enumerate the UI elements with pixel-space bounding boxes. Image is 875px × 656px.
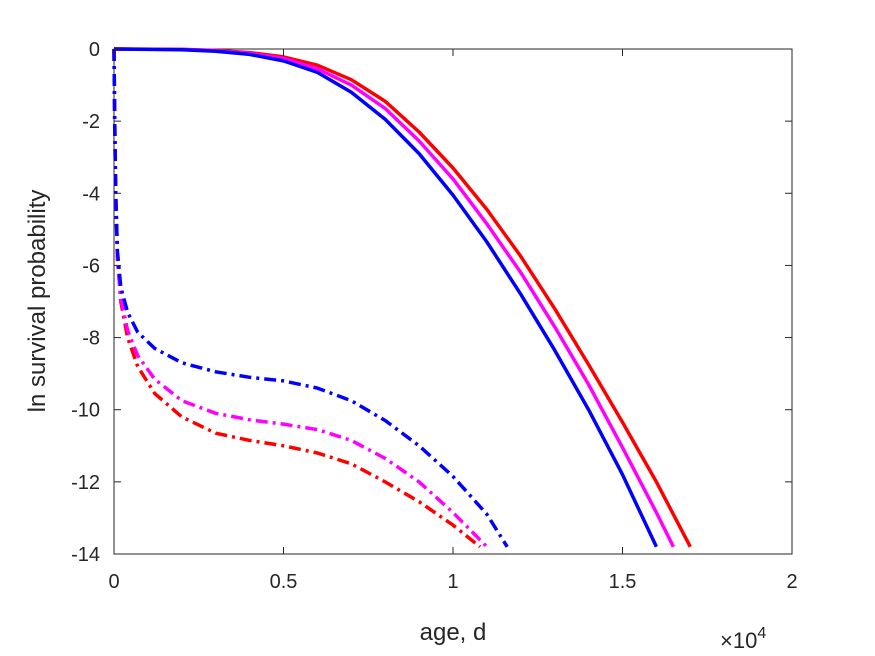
y-axis-label: ln survival probability — [24, 190, 51, 413]
series-line-4-dashdot — [112, 48, 482, 549]
x-multiplier-exponent: 4 — [757, 625, 766, 642]
x-axis-label: age, d — [420, 619, 487, 646]
y-tick-label: -12 — [71, 472, 100, 494]
y-tick-label: -8 — [82, 328, 100, 350]
plot-area — [113, 48, 793, 555]
x-multiplier-label: ×104 — [720, 625, 766, 653]
x-multiplier-base: ×10 — [720, 628, 757, 653]
y-tick-label: -10 — [71, 400, 100, 422]
series-line-3-solid — [113, 47, 658, 548]
tick-layer: 0 0.5 1 1.5 2 0 -2 -4 -6 -8 -10 -12 -14 — [71, 39, 797, 593]
y-tick-label: 0 — [89, 39, 100, 61]
x-tick-label: 1 — [447, 571, 458, 593]
y-tick-label: -14 — [71, 544, 100, 566]
series-layer — [112, 47, 692, 549]
x-tick-label: 2 — [786, 571, 797, 593]
x-tick-label: 0.5 — [270, 571, 298, 593]
series-line-5-dashdot — [112, 48, 489, 549]
x-tick-label: 1.5 — [609, 571, 637, 593]
y-tick-label: -6 — [82, 255, 100, 277]
series-line-6-dashdot — [112, 48, 509, 548]
x-tick-label: 0 — [108, 571, 119, 593]
y-tick-label: -2 — [82, 111, 100, 133]
y-tick-label: -4 — [82, 183, 100, 205]
